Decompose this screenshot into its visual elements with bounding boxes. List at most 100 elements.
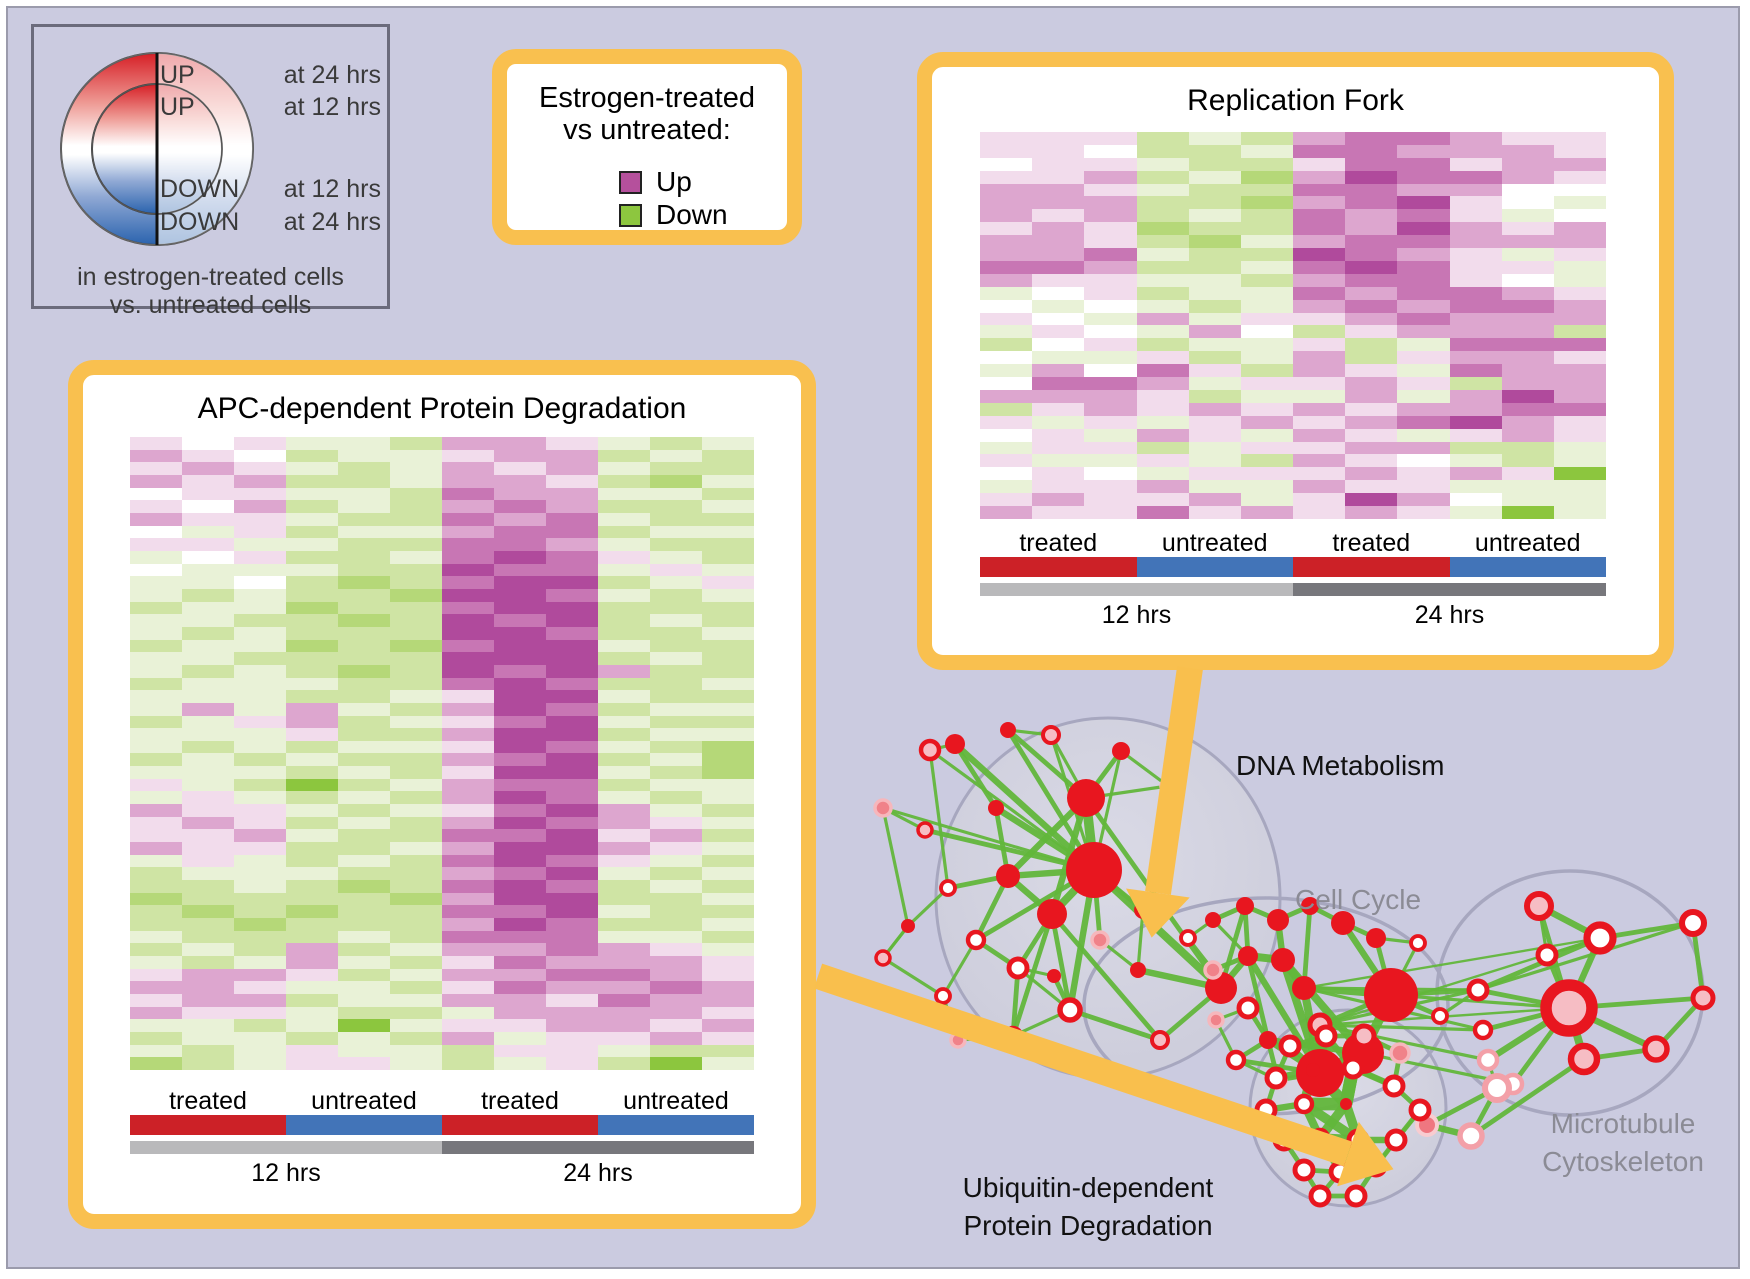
heatmap-cell — [1084, 157, 1137, 171]
heatmap-cell — [338, 867, 390, 881]
heatmap-cell — [494, 968, 546, 982]
network-edge — [941, 939, 978, 997]
heatmap-cell — [234, 500, 286, 513]
heatmap-cell — [286, 981, 338, 995]
heatmap-cell — [494, 563, 546, 577]
heatmap-cell — [546, 500, 598, 513]
heatmap-cell — [130, 500, 182, 513]
heatmap-cell — [1240, 364, 1293, 378]
heatmap-cell — [286, 728, 338, 741]
heatmap-cell — [598, 778, 650, 792]
heatmap-cell — [234, 449, 286, 463]
heatmap-cell — [130, 791, 182, 805]
heatmap-cell — [1240, 506, 1293, 519]
heatmap-cell — [1501, 196, 1554, 210]
heatmap-cell — [1084, 351, 1137, 365]
heatmap-cell — [286, 437, 338, 450]
heatmap-cell — [1449, 377, 1502, 390]
heatmap-cell — [390, 1057, 442, 1070]
heatmap-cell — [338, 677, 390, 691]
network-node — [1540, 979, 1598, 1037]
heatmap-cell — [390, 753, 442, 767]
heatmap-cell — [182, 956, 234, 969]
heatmap-cell — [980, 454, 1033, 468]
heatmap-cell — [980, 170, 1033, 184]
heatmap-cell — [546, 804, 598, 817]
heatmap-cell — [286, 588, 338, 602]
heatmap-cell — [390, 474, 442, 488]
heatmap-cell — [442, 563, 494, 577]
heatmap-cell — [702, 778, 754, 792]
heatmap-cell — [1136, 351, 1189, 365]
network-node — [1366, 928, 1386, 948]
heatmap-cell — [1188, 209, 1241, 223]
heatmap-cell — [390, 816, 442, 830]
network-node — [1292, 1158, 1316, 1182]
heatmap-cell — [980, 260, 1033, 274]
heatmap-cell — [546, 918, 598, 931]
heatmap-cell — [598, 905, 650, 919]
heatmap-cell — [1084, 480, 1137, 494]
heatmap-cell — [546, 677, 598, 691]
heatmap-cell — [980, 325, 1033, 339]
heatmap-cell — [338, 829, 390, 843]
heatmap-cell — [598, 994, 650, 1007]
heatmap-cell — [390, 1006, 442, 1020]
heatmap-cell — [1188, 312, 1241, 326]
heatmap-cell — [1397, 183, 1450, 197]
heatmap-cell — [338, 753, 390, 767]
heatmap-cell — [980, 132, 1033, 145]
heatmap-cell — [546, 842, 598, 855]
heatmap-cell — [1084, 132, 1137, 145]
heatmap-cell — [650, 994, 702, 1007]
heatmap-cell — [702, 1006, 754, 1020]
apc-heatmap — [130, 437, 754, 1070]
heatmap-cell — [702, 525, 754, 539]
heatmap-cell — [182, 918, 234, 931]
heatmap-cell — [650, 626, 702, 640]
heatmap-cell — [702, 740, 754, 754]
heatmap-cell — [182, 867, 234, 881]
heatmap-cell — [286, 576, 338, 589]
heatmap-cell — [650, 512, 702, 526]
heatmap-cell — [1501, 402, 1554, 416]
heatmap-cell — [1032, 286, 1085, 300]
heatmap-cell — [1084, 415, 1137, 429]
heatmap-cell — [130, 614, 182, 627]
heatmap-cell — [650, 981, 702, 995]
heatmap-cell — [338, 766, 390, 779]
heatmap-cell — [442, 1006, 494, 1020]
key-dir-up-24: UP — [160, 61, 195, 89]
heatmap-cell — [980, 351, 1033, 365]
network-node — [1236, 897, 1254, 915]
heatmap-cell — [442, 702, 494, 716]
heatmap-cell — [338, 487, 390, 501]
heatmap-cell — [1032, 222, 1085, 236]
heatmap-cell — [702, 804, 754, 817]
heatmap-cell — [1240, 402, 1293, 416]
heatmap-cell — [598, 1006, 650, 1020]
heatmap-cell — [1136, 132, 1189, 145]
heatmap-cell — [702, 943, 754, 957]
heatmap-cell — [546, 994, 598, 1007]
heatmap-cell — [1449, 364, 1502, 378]
heatmap-cell — [494, 867, 546, 881]
heatmap-cell — [1553, 415, 1606, 429]
heatmap-cell — [598, 601, 650, 615]
heatmap-cell — [702, 956, 754, 969]
heatmap-cell — [1240, 312, 1293, 326]
heatmap-cell — [442, 854, 494, 868]
heatmap-cell — [1449, 351, 1502, 365]
heatmap-cell — [130, 664, 182, 678]
heatmap-cell — [286, 930, 338, 944]
heatmap-cell — [1501, 209, 1554, 223]
heatmap-cell — [234, 588, 286, 602]
heatmap-cell — [338, 715, 390, 729]
time-bar — [1293, 583, 1606, 596]
key-dir-down-24: DOWN — [160, 208, 240, 236]
heatmap-cell — [1032, 467, 1085, 481]
network-edge — [1319, 1023, 1489, 1062]
heatmap-cell — [702, 449, 754, 463]
heatmap-cell — [390, 576, 442, 589]
network-edge — [1390, 993, 1570, 1010]
